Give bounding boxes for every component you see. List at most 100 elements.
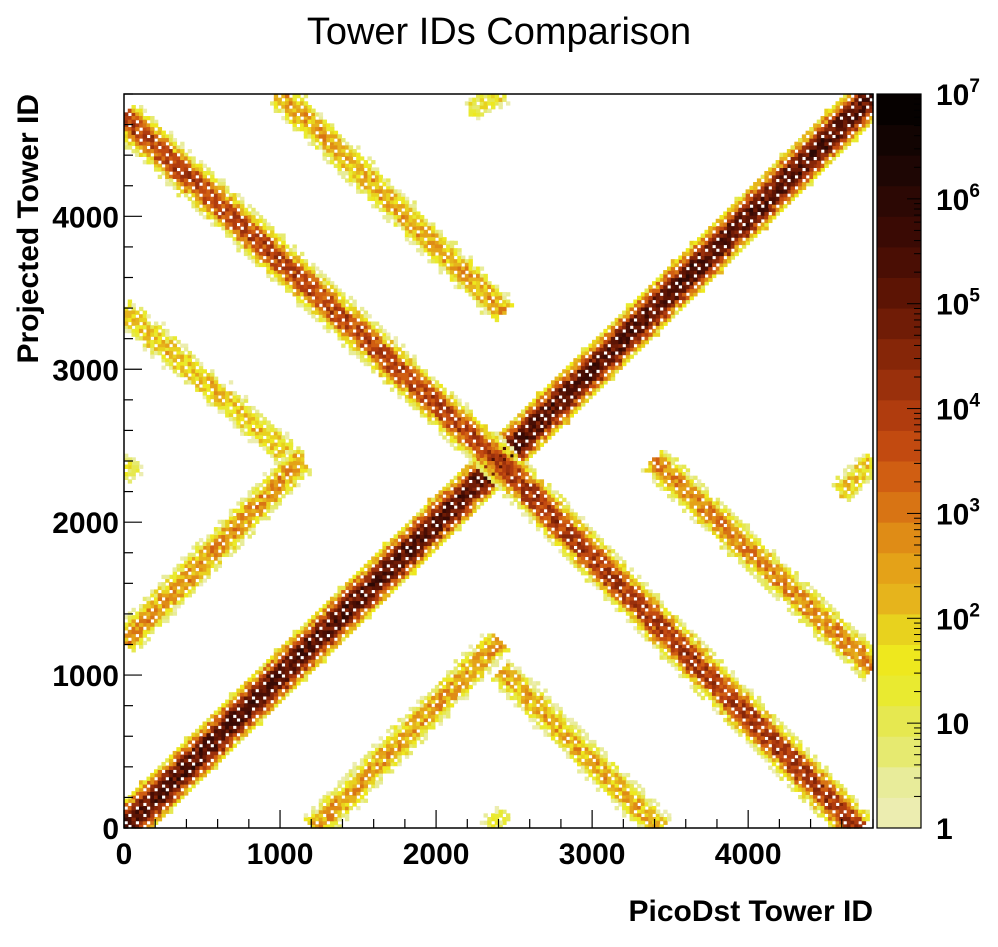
heat-cell <box>592 350 597 356</box>
heat-cell <box>854 97 859 102</box>
heat-cell <box>520 416 526 422</box>
heat-cell <box>607 358 612 363</box>
heat-cell <box>801 163 807 168</box>
heat-cell <box>232 721 237 726</box>
heat-cell <box>629 604 634 609</box>
heat-cell <box>637 343 642 348</box>
heat-cell <box>614 552 619 558</box>
heat-cell <box>127 108 133 113</box>
heat-cell <box>734 706 739 712</box>
heat-cell <box>569 545 574 550</box>
heat-cell <box>191 783 196 789</box>
heat-cell <box>764 754 769 759</box>
heat-cell <box>580 380 586 385</box>
heat-cell <box>539 431 545 436</box>
heat-cell <box>157 167 163 172</box>
heat-cell <box>850 809 855 814</box>
heat-cell <box>382 582 387 587</box>
heat-cell <box>719 710 724 715</box>
heat-cell <box>532 413 537 418</box>
heat-cell <box>300 640 305 646</box>
heat-cell <box>247 721 252 726</box>
heat-cell <box>741 226 747 231</box>
heat-cell <box>858 824 863 829</box>
heat-cell <box>685 648 691 653</box>
heat-cell <box>146 824 151 829</box>
heat-cell <box>217 758 222 763</box>
heat-cell <box>221 189 226 194</box>
heat-cell <box>584 545 589 550</box>
heat-cell <box>217 728 222 734</box>
heat-cell <box>457 508 462 513</box>
heat-cell <box>292 666 297 671</box>
heat-cell <box>573 549 578 554</box>
heat-cell <box>255 721 260 726</box>
heat-cell <box>161 152 166 157</box>
heat-cell <box>277 677 282 682</box>
heat-cell <box>835 123 840 128</box>
heat-cell <box>685 662 691 668</box>
heat-cell <box>550 402 556 407</box>
heat-cell <box>734 200 739 205</box>
heat-cell <box>607 582 612 587</box>
heat-cell <box>711 695 717 701</box>
heat-cell <box>191 743 196 748</box>
heat-cell <box>168 805 174 811</box>
heat-cell <box>682 648 687 653</box>
heat-cell <box>719 699 724 704</box>
heat-cell <box>595 571 601 576</box>
heat-cell <box>337 615 342 620</box>
heat-cell <box>798 739 803 745</box>
heat-cell <box>509 464 515 469</box>
heat-cell <box>247 717 252 723</box>
heat-cell <box>854 816 859 822</box>
heat-cell <box>786 152 792 157</box>
heat-cell <box>554 383 560 389</box>
heat-cell <box>816 141 822 146</box>
heat-cell <box>693 644 698 649</box>
heat-cell <box>255 248 260 253</box>
heat-cell <box>588 541 593 547</box>
heat-cell <box>831 108 837 113</box>
heat-cell <box>794 750 799 756</box>
heat-cell <box>243 244 249 249</box>
heat-cell <box>843 805 848 811</box>
heat-cell <box>850 816 855 822</box>
heat-cell <box>535 427 541 433</box>
heat-cell <box>637 317 642 323</box>
heat-cell <box>715 244 721 249</box>
heat-cell <box>764 196 769 202</box>
heat-cell <box>760 717 765 723</box>
heat-cell <box>753 710 758 715</box>
heat-cell <box>809 174 814 180</box>
heat-cell <box>423 516 428 521</box>
heat-cell <box>206 732 211 737</box>
heat-cell <box>659 288 664 293</box>
heat-cell <box>652 317 657 323</box>
heat-cell <box>165 160 170 165</box>
heat-cell <box>135 145 140 150</box>
heat-cell <box>311 644 316 649</box>
heat-cell <box>213 211 219 216</box>
heat-cell <box>689 259 694 264</box>
heat-cell <box>595 582 601 587</box>
heat-cell <box>142 809 148 814</box>
heat-cell <box>820 769 825 774</box>
heat-cell <box>584 571 589 576</box>
heat-cell <box>831 127 837 132</box>
heat-cell <box>831 780 837 785</box>
heat-cell <box>172 167 178 172</box>
heat-cell <box>550 530 556 535</box>
heat-cell <box>640 314 646 319</box>
heat-cell <box>790 732 795 737</box>
heat-cell <box>599 339 604 345</box>
heat-cell <box>427 549 432 554</box>
heat-cell <box>655 325 661 330</box>
heat-cell <box>138 130 144 135</box>
heat-cell <box>243 692 249 697</box>
heat-cell <box>734 251 739 257</box>
heat-cell <box>843 824 848 829</box>
heat-cell <box>644 306 649 312</box>
heat-cell <box>468 464 473 469</box>
heat-cell <box>749 739 754 745</box>
